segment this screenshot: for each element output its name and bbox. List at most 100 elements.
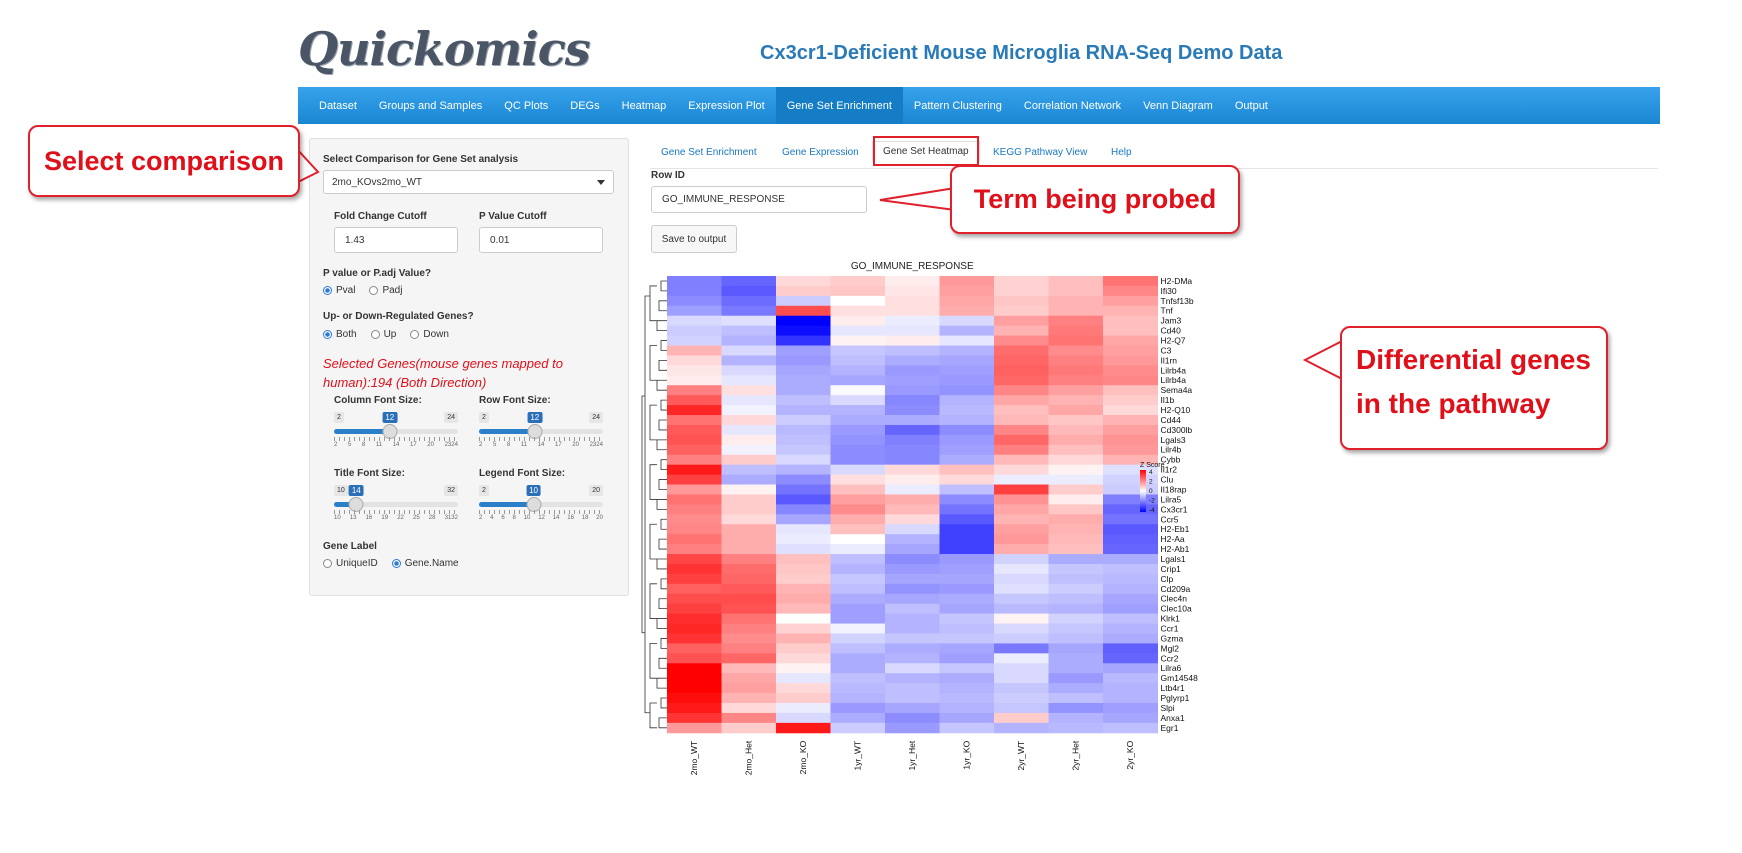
tab-help[interactable]: Help [1111,147,1132,158]
heatmap-cell [830,534,886,545]
heatmap-cell [1103,613,1158,625]
title-font-slider[interactable]: 10 32 14 10 13 16 19 22 25 28 3132 [334,485,458,525]
heatmap-cell [667,613,722,625]
heatmap-cell [667,673,722,684]
heatmap-cell [1048,534,1104,545]
heatmap-cell [830,484,886,495]
heatmap-cell [939,464,995,476]
heatmap-cell [885,653,940,664]
slider-value-label: 10 [526,485,541,496]
heatmap-cell [776,603,831,615]
heatmap-cell [939,544,995,555]
heatmap-row-label: Ifi30 [1161,286,1177,296]
heatmap-cell [1103,375,1158,386]
heatmap-cell [667,405,722,416]
callout-pointer-term [879,186,956,212]
legend-font-slider[interactable]: 2 20 10 2 4 6 8 10 12 14 16 18 20 [479,485,603,525]
heatmap-cell [830,295,886,307]
gene-label-radio-uniqueid[interactable] [323,559,332,568]
nav-groups-samples[interactable]: Groups and Samples [378,99,483,112]
heatmap-cell [1103,554,1158,565]
nav-degs[interactable]: DEGs [570,99,600,112]
heatmap-cell [939,474,995,486]
nav-dataset[interactable]: Dataset [319,99,357,112]
heatmap-cell [1103,712,1158,724]
heatmap-column-label: 2yr_KO [1125,740,1135,769]
heatmap-cell [776,653,831,664]
heatmap-cell [830,415,886,426]
heatmap-cell [721,583,777,595]
tab-kegg-pathway-view[interactable]: KEGG Pathway View [993,147,1088,158]
direction-radio-both[interactable] [323,330,332,339]
heatmap-cell [776,504,831,515]
nav-correlation-network[interactable]: Correlation Network [1023,99,1122,112]
slider-ticks [479,510,603,514]
heatmap-row-label: Cx3cr1 [1161,504,1188,514]
comparison-select[interactable]: 2mo_KOvs2mo_WT [323,170,614,194]
gene-label-radio-genename[interactable] [391,559,401,568]
heatmap-cell [667,365,722,376]
nav-gene-set-enrichment[interactable]: Gene Set Enrichment [775,87,903,124]
heatmap-cell [994,583,1049,595]
pvalue-input[interactable]: 0.01 [479,227,603,253]
heatmap-cell [994,484,1049,495]
ptype-radio-padj[interactable] [369,286,379,295]
heatmap-cell [1048,514,1104,525]
heatmap-cell [1048,603,1104,615]
fc-input[interactable]: 1.43 [334,227,458,253]
heatmap-column-label: 1yr_WT [853,741,863,771]
heatmap-cell [721,563,777,575]
heatmap-cell [1048,315,1104,327]
slider-ticks [334,510,458,514]
heatmap-cell [1048,693,1104,704]
heatmap-cell [885,295,940,307]
heatmap-cell [830,524,886,535]
heatmap-row-label: Lilrb4a [1161,365,1187,375]
heatmap-cell [1048,722,1104,734]
nav-expression-plot[interactable]: Expression Plot [688,99,765,112]
heatmap-cell [1103,365,1158,376]
heatmap-cell [830,702,886,714]
tab-gene-set-enrichment[interactable]: Gene Set Enrichment [661,147,757,158]
heatmap-cell [721,673,777,684]
direction-option-down: Down [423,329,449,340]
heatmap-cell [776,573,831,585]
heatmap-row-label: Lgals1 [1161,554,1186,564]
nav-pattern-clustering[interactable]: Pattern Clustering [913,99,1002,112]
tab-gene-set-heatmap[interactable]: Gene Set Heatmap [872,141,980,162]
nav-qc-plots[interactable]: QC Plots [504,99,549,112]
heatmap-cell [721,663,777,674]
heatmap-cell [1103,405,1158,416]
heatmap-cell [994,603,1049,615]
heatmap-cell [885,375,940,386]
slider-tick-label: 22 [397,515,404,521]
nav-output[interactable]: Output [1234,99,1268,112]
rowid-input[interactable]: GO_IMMUNE_RESPONSE [651,186,867,213]
slider-max-label: 24 [589,412,603,423]
heatmap-cell [885,385,940,396]
save-to-output-button[interactable]: Save to output [651,225,737,253]
heatmap-cell [994,464,1049,476]
callout-differential-genes: Differential genes in the pathway [1340,326,1608,450]
title-font-label: Title Font Size: [334,468,405,479]
heatmap-cell [1048,434,1104,446]
direction-radio-up[interactable] [370,330,380,339]
column-font-slider[interactable]: 2 24 12 2 5 8 11 14 17 20 2324 [334,412,458,452]
heatmap-cell [1103,722,1158,734]
nav-heatmap[interactable]: Heatmap [621,99,667,112]
heatmap-cell [1103,395,1158,406]
heatmap-cell [939,335,995,347]
slider-tick-labels: 2 5 8 11 14 17 20 2324 [334,442,458,448]
heatmap-cell [1048,623,1104,634]
row-font-label: Row Font Size: [479,395,551,406]
heatmap-cell [994,633,1049,644]
row-font-slider[interactable]: 2 24 12 2 5 8 11 14 17 20 2324 [479,412,603,452]
nav-venn-diagram[interactable]: Venn Diagram [1143,99,1213,112]
heatmap-cell [667,454,722,466]
ptype-radio-pval[interactable] [323,286,332,295]
heatmap-cell [721,712,777,724]
direction-radio-down[interactable] [410,330,420,339]
tab-gene-expression[interactable]: Gene Expression [782,147,859,158]
heatmap-column-label: 1yr_Het [907,740,917,770]
heatmap-cell [830,693,886,704]
